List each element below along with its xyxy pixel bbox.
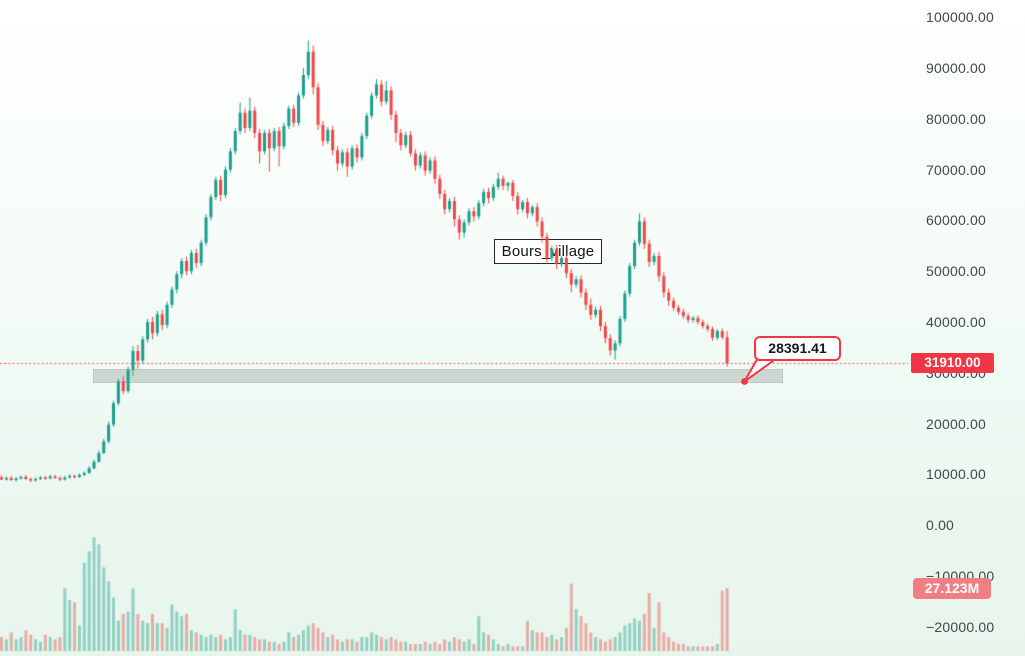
volume-badge: 27.123M [913, 577, 991, 599]
last-price-badge: 31910.00 [911, 353, 994, 374]
price-callout[interactable]: 28391.41 [754, 336, 841, 361]
